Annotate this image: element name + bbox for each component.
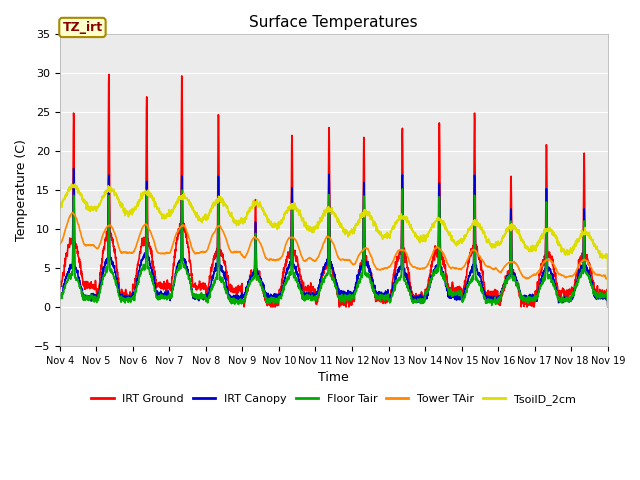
Floor Tair xyxy=(556,297,563,302)
IRT Ground xyxy=(571,281,579,287)
TsoilD_2cm xyxy=(362,210,369,216)
Floor Tair xyxy=(349,295,357,300)
Line: IRT Canopy: IRT Canopy xyxy=(60,168,608,307)
IRT Ground xyxy=(350,294,358,300)
Text: TZ_irt: TZ_irt xyxy=(62,21,102,34)
X-axis label: Time: Time xyxy=(318,372,349,384)
IRT Canopy xyxy=(70,166,77,171)
Floor Tair xyxy=(209,285,216,291)
Tower TAir xyxy=(362,245,369,251)
IRT Canopy xyxy=(362,258,369,264)
TsoilD_2cm xyxy=(209,201,216,207)
TsoilD_2cm xyxy=(493,242,501,248)
IRT Canopy xyxy=(604,304,612,310)
TsoilD_2cm xyxy=(68,181,76,187)
Floor Tair xyxy=(604,304,612,310)
Tower TAir xyxy=(68,210,76,216)
Line: TsoilD_2cm: TsoilD_2cm xyxy=(60,184,608,307)
IRT Ground xyxy=(105,72,113,77)
Tower TAir xyxy=(493,266,501,272)
Tower TAir xyxy=(56,241,63,247)
Tower TAir xyxy=(604,275,612,281)
TsoilD_2cm xyxy=(604,304,612,310)
IRT Canopy xyxy=(209,275,216,281)
Floor Tair xyxy=(571,286,579,292)
Tower TAir xyxy=(209,231,216,237)
Tower TAir xyxy=(350,262,358,267)
Floor Tair xyxy=(56,296,63,301)
IRT Canopy xyxy=(56,292,63,298)
Tower TAir xyxy=(602,276,610,282)
Line: Floor Tair: Floor Tair xyxy=(60,189,608,307)
IRT Ground xyxy=(556,288,563,293)
Floor Tair xyxy=(493,300,501,305)
Legend: IRT Ground, IRT Canopy, Floor Tair, Tower TAir, TsoilD_2cm: IRT Ground, IRT Canopy, Floor Tair, Towe… xyxy=(87,389,580,409)
IRT Canopy xyxy=(350,288,358,294)
IRT Ground xyxy=(362,260,369,265)
Title: Surface Temperatures: Surface Temperatures xyxy=(250,15,418,30)
Floor Tair xyxy=(399,186,406,192)
IRT Ground xyxy=(604,304,612,310)
TsoilD_2cm xyxy=(571,244,579,250)
IRT Canopy xyxy=(493,296,501,302)
Floor Tair xyxy=(362,272,369,278)
Line: IRT Ground: IRT Ground xyxy=(60,74,608,307)
IRT Ground xyxy=(209,262,216,267)
Y-axis label: Temperature (C): Temperature (C) xyxy=(15,139,28,241)
IRT Canopy xyxy=(556,295,563,300)
IRT Ground xyxy=(56,278,63,284)
TsoilD_2cm xyxy=(350,228,358,233)
Tower TAir xyxy=(571,271,579,276)
IRT Ground xyxy=(493,290,501,296)
TsoilD_2cm xyxy=(56,206,63,212)
Line: Tower TAir: Tower TAir xyxy=(60,213,608,279)
TsoilD_2cm xyxy=(556,242,563,248)
IRT Canopy xyxy=(571,288,579,293)
Tower TAir xyxy=(556,271,563,277)
